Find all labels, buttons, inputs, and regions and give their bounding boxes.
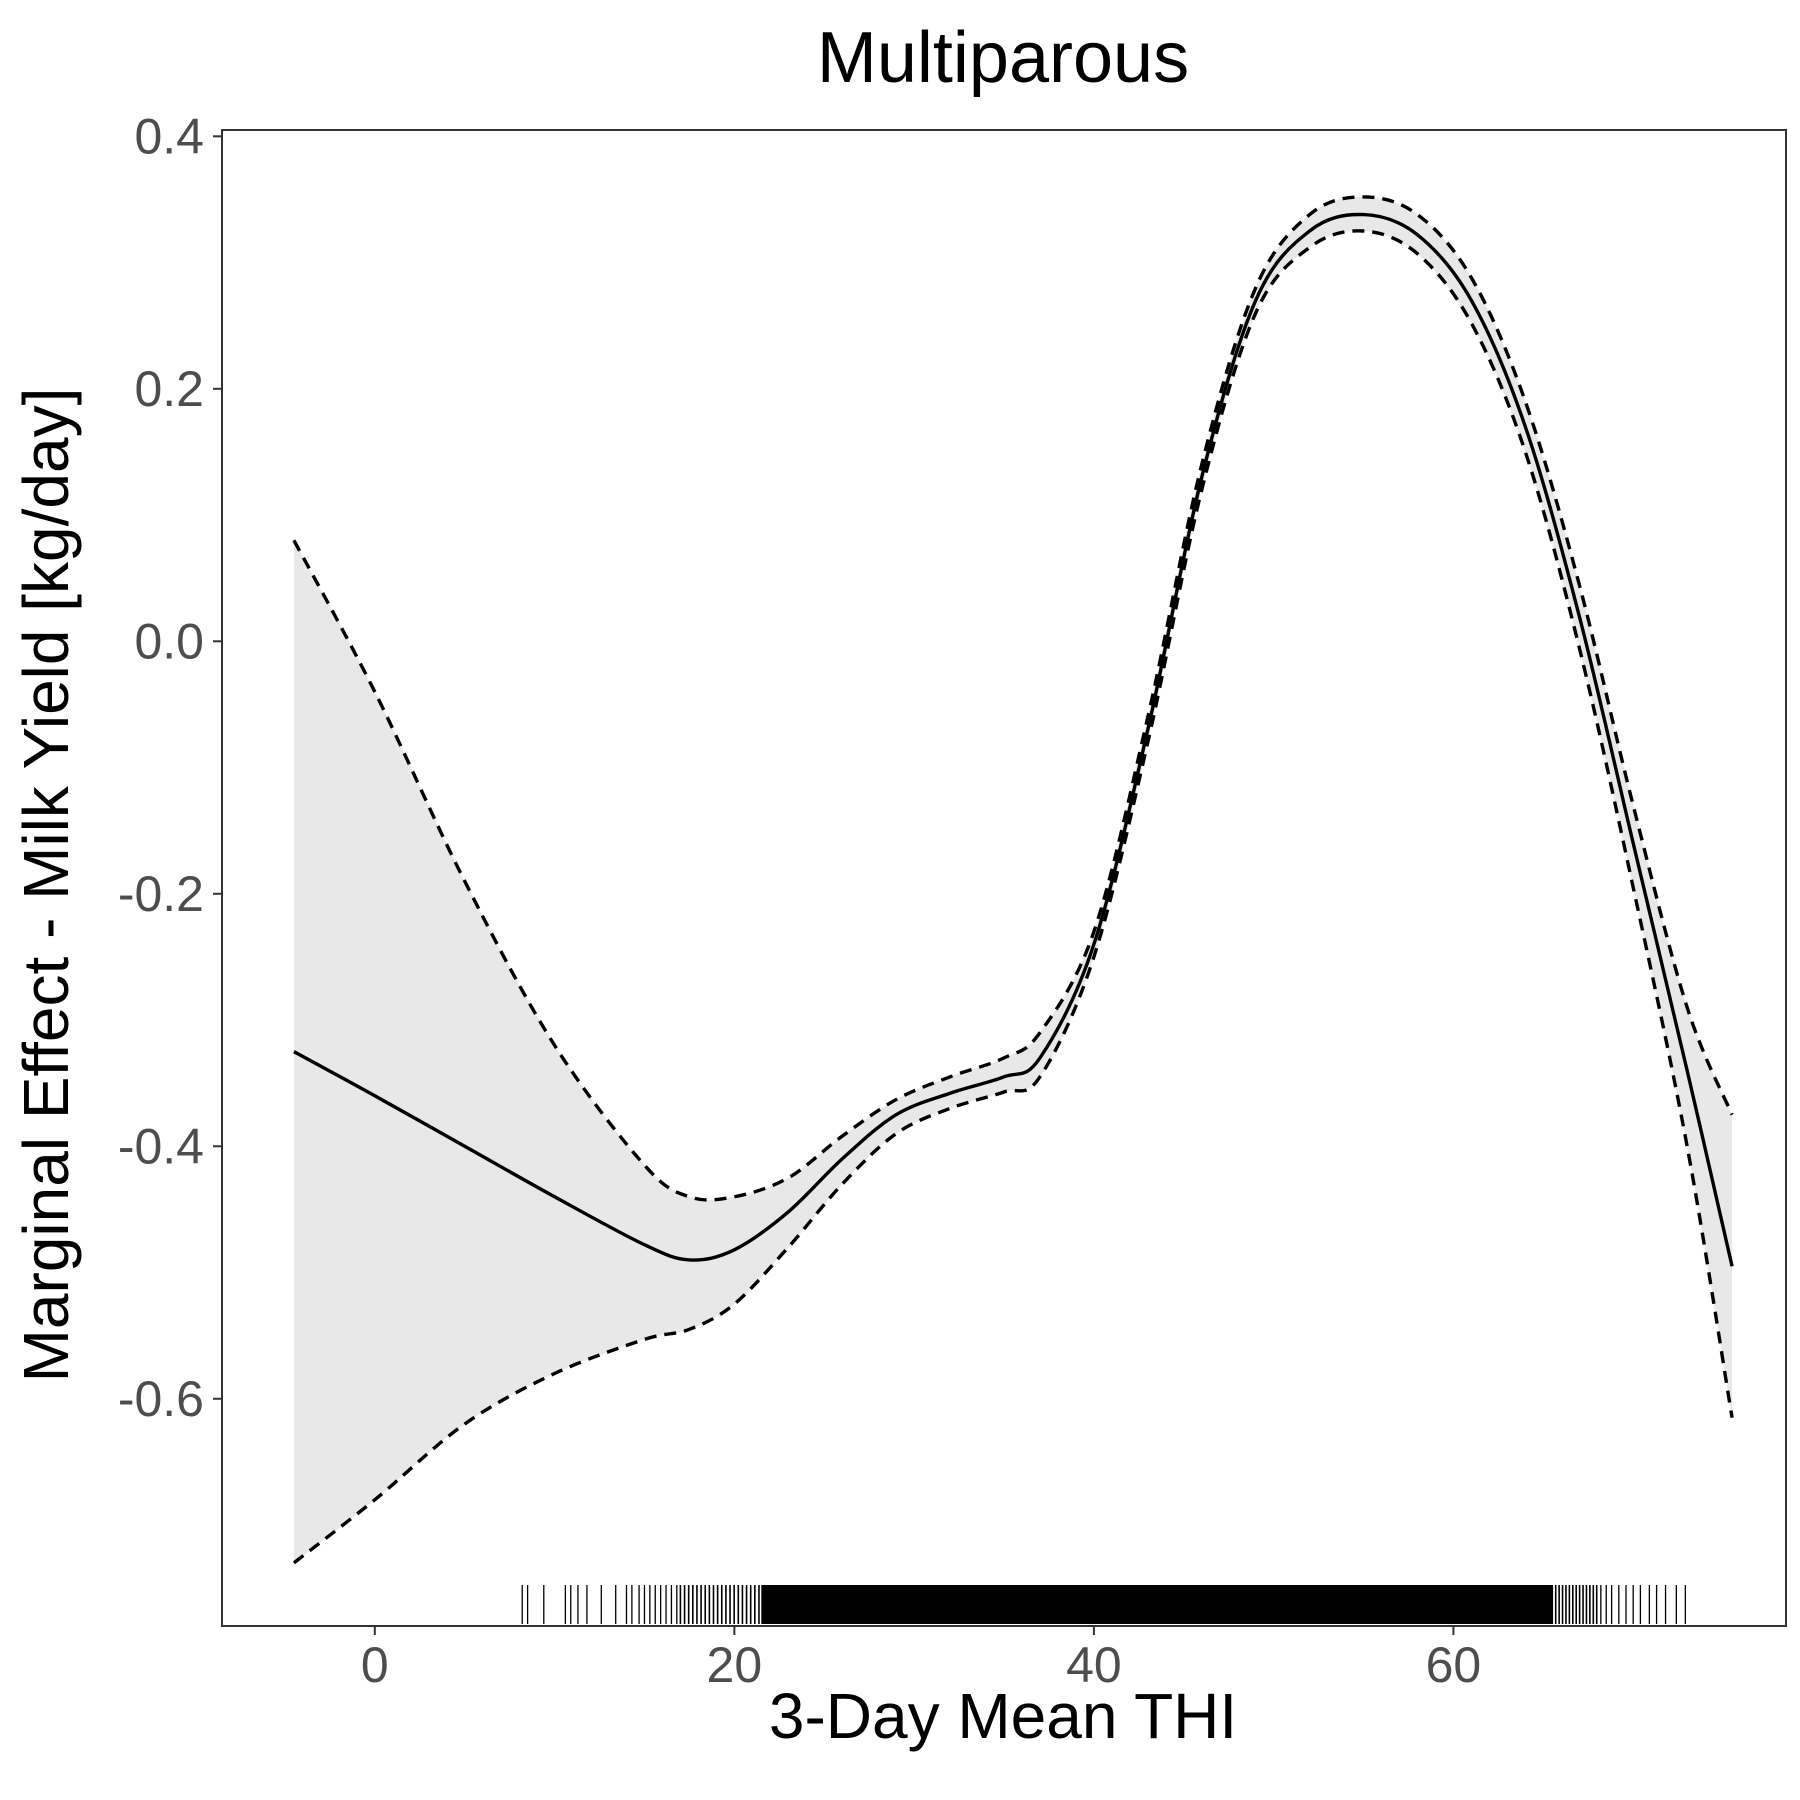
x-tick-label: 40 [1066,1637,1122,1693]
rug-dense-block [761,1585,1553,1624]
x-tick-label: 60 [1426,1637,1482,1693]
rug-marks [521,1585,1686,1624]
x-tick-label: 0 [361,1637,389,1693]
lower-bound-line [292,229,1734,1565]
plot-panel-border [221,129,1787,1627]
chart-title: Multiparous [817,18,1189,98]
confidence-band [293,196,1733,1563]
y-tick-label: 0.0 [134,613,204,669]
y-tick-label: -0.4 [118,1118,204,1174]
x-axis-title: 3-Day Mean THI [769,1680,1237,1752]
y-axis-title: Marginal Effect - Milk Yield [kg/day] [10,388,82,1383]
plot-area [221,129,1787,1627]
estimate-line [293,212,1734,1267]
y-tick-label: 0.2 [134,361,204,417]
y-axis: -0.6 -0.4 -0.2 0.0 0.2 0.4 [118,108,222,1427]
y-tick-label: 0.4 [134,108,204,164]
y-tick-label: -0.2 [118,866,204,922]
x-axis: 0 20 40 60 [361,1626,1481,1693]
y-tick-label: -0.6 [118,1371,204,1427]
x-tick-label: 20 [707,1637,763,1693]
